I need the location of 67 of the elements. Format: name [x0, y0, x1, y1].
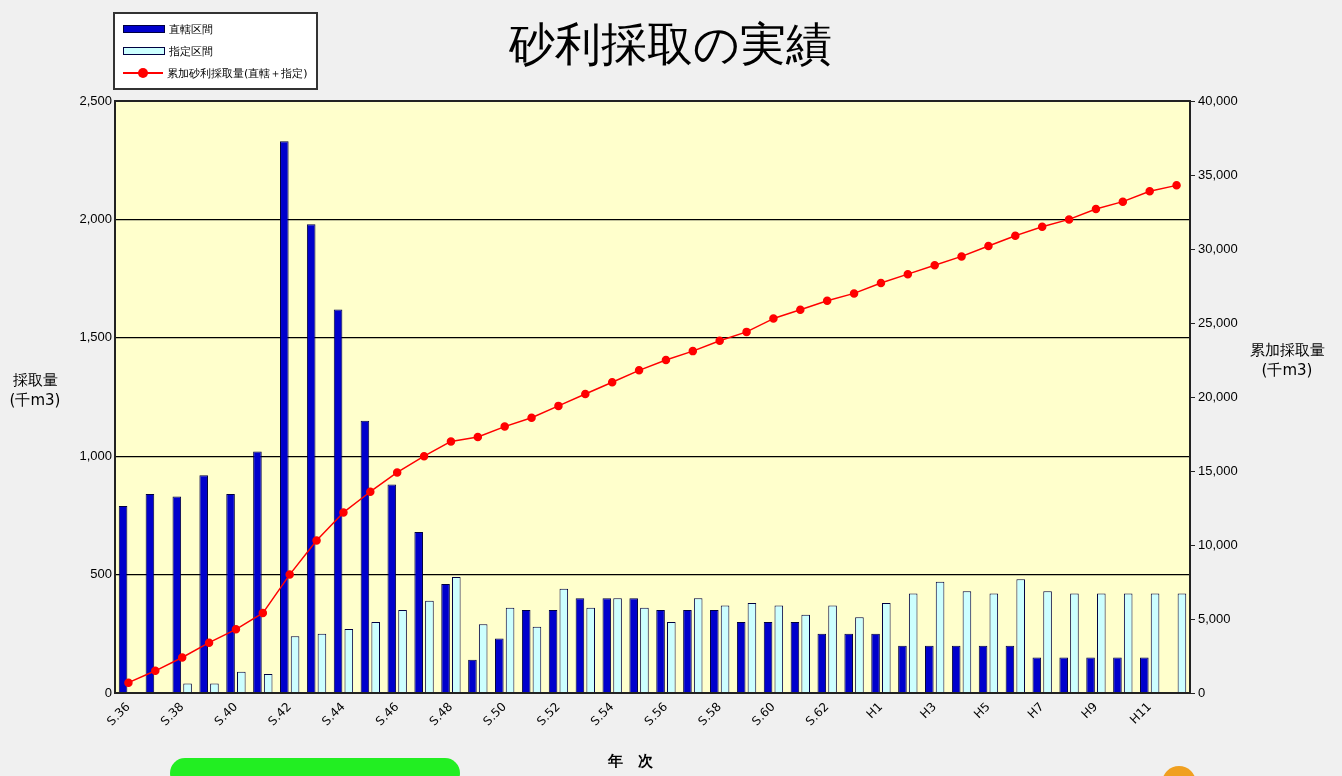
point [1172, 181, 1181, 190]
point [1091, 204, 1101, 214]
point [930, 261, 939, 270]
x-tick-label: H7 [1024, 699, 1047, 722]
point [769, 314, 778, 323]
point [285, 570, 294, 579]
point [124, 678, 133, 687]
point [527, 413, 536, 422]
point [957, 252, 966, 261]
y-axis-title: 採取量 (千m3) [8, 370, 62, 410]
chart-title: 砂利採取の実績 [507, 16, 833, 73]
point [661, 355, 671, 365]
point [903, 269, 913, 279]
y2-tick-label: 30,000 [1198, 240, 1238, 256]
x-tick-label: H3 [917, 699, 940, 722]
point [822, 296, 832, 306]
x-axis-title: 年 次 [606, 752, 654, 771]
point [312, 536, 321, 545]
point [204, 638, 214, 647]
point [849, 289, 859, 298]
point [151, 666, 160, 676]
x-tick-label: H1 [863, 699, 886, 722]
point [876, 278, 886, 288]
point [554, 401, 563, 411]
point [1011, 231, 1020, 240]
point [1145, 187, 1154, 196]
point [796, 305, 805, 314]
legend-label: 直轄区間 [169, 21, 213, 37]
legend-label: 指定区間 [169, 43, 213, 59]
point [258, 608, 268, 618]
point [231, 625, 241, 634]
y2-tick-label: 15,000 [1198, 462, 1238, 478]
y2-tick-label: 0 [1198, 684, 1206, 700]
point [1064, 215, 1074, 224]
point [634, 366, 644, 375]
point [177, 653, 187, 662]
point [1037, 222, 1047, 232]
x-tick-label: H5 [971, 699, 993, 722]
point [473, 432, 483, 442]
y-tick-label: 2,500 [79, 92, 112, 108]
y-tick-label: 1,500 [79, 329, 112, 345]
y2-tick-label: 35,000 [1198, 166, 1238, 182]
point [607, 377, 617, 387]
y2-tick-label: 5,000 [1198, 610, 1231, 626]
point [1118, 197, 1128, 206]
point [392, 468, 402, 477]
point [581, 389, 590, 399]
y2-tick-label: 10,000 [1198, 536, 1238, 552]
y-tick-label: 2,000 [79, 210, 112, 226]
y-tick-label: 0 [104, 684, 112, 700]
point [339, 508, 348, 517]
point [742, 327, 751, 337]
y2-tick-label: 40,000 [1198, 92, 1238, 108]
point [446, 437, 456, 446]
legend-label: 累加砂利採取量(直轄＋指定) [167, 65, 308, 81]
point [366, 487, 375, 496]
y2-tick-label: 25,000 [1198, 314, 1238, 330]
y2-axis-title: 累加採取量 (千m3) [1248, 340, 1326, 380]
x-tick-label: H9 [1078, 699, 1101, 722]
point [984, 241, 993, 251]
point [500, 422, 509, 431]
point [715, 336, 724, 346]
y2-tick-label: 20,000 [1198, 388, 1238, 404]
point [688, 346, 698, 356]
y-tick-label: 500 [90, 566, 112, 582]
y-tick-label: 1,000 [79, 447, 112, 463]
point [419, 451, 429, 461]
